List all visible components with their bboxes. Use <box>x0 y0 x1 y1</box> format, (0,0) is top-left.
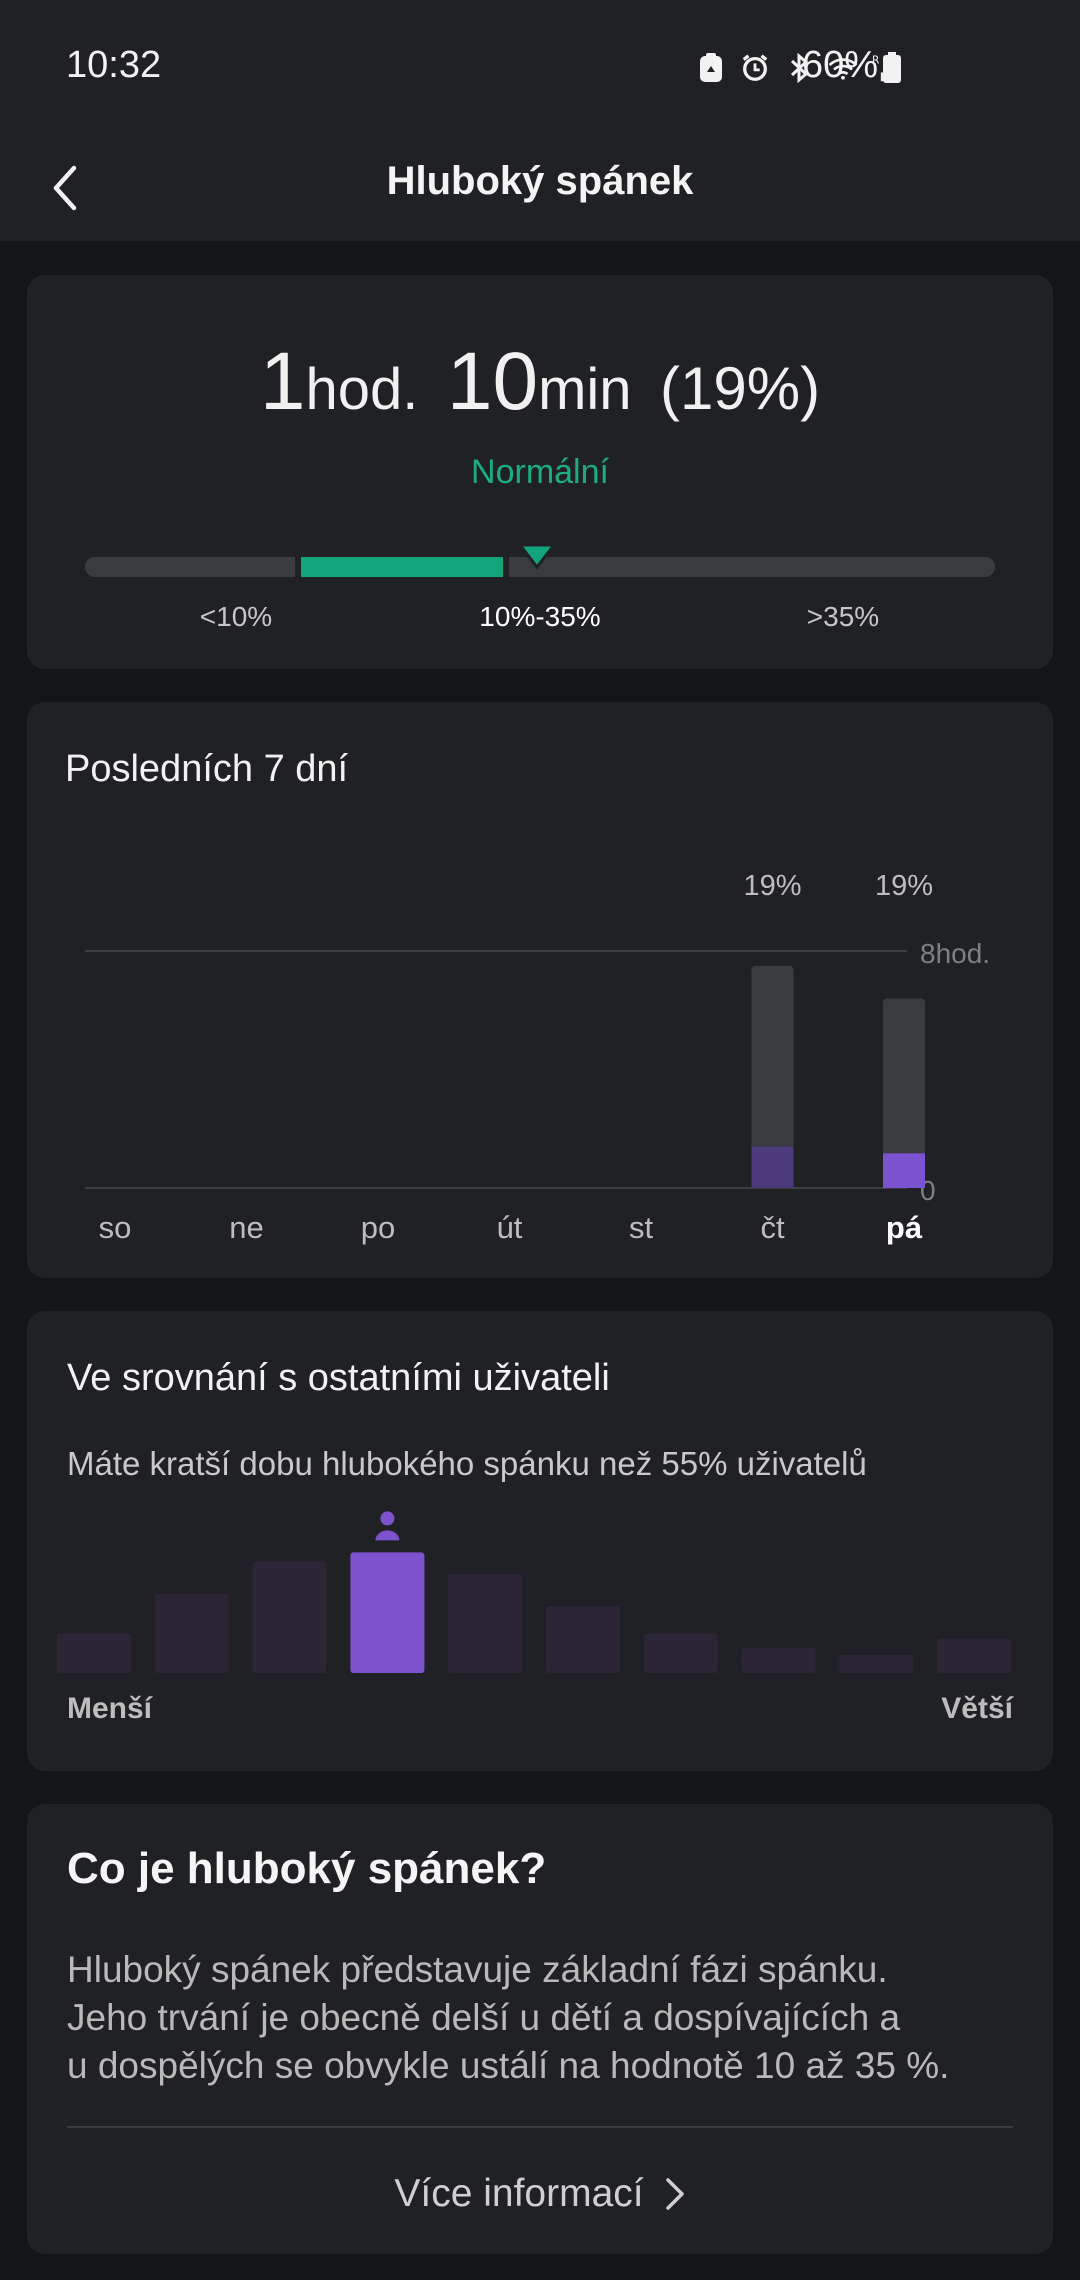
range-normal-bar <box>301 557 503 577</box>
week-title: Posledních 7 dní <box>65 748 349 790</box>
distribution-bar <box>741 1647 816 1673</box>
status-bar: 10:32 R 60% <box>0 0 1080 135</box>
status-time: 10:32 <box>66 44 162 86</box>
svg-text:R: R <box>872 55 880 67</box>
hours-value: 1 <box>259 336 306 427</box>
minutes-unit: min <box>538 357 632 422</box>
deep-sleep-duration: 1hod. 10min (19%) <box>27 335 1053 429</box>
info-body: Hluboký spánek představuje základní fázi… <box>67 1946 1017 2090</box>
range-label-high: >35% <box>806 601 880 632</box>
alarm-icon <box>740 51 770 85</box>
chevron-right-icon <box>665 2178 684 2210</box>
info-card: Co je hluboký spánek? Hluboký spánek pře… <box>27 1804 1053 2254</box>
compare-title: Ve srovnání s ostatními uživateli <box>67 1357 610 1399</box>
user-icon <box>375 1511 400 1541</box>
distribution-bar <box>643 1633 718 1673</box>
hours-unit: hod. <box>305 357 419 422</box>
bluetooth-icon <box>784 51 814 85</box>
x-tick-label: st <box>629 1210 654 1245</box>
x-tick-label: po <box>361 1210 395 1245</box>
app-bar: Hluboký spánek <box>0 135 1080 241</box>
less-label: Menší <box>67 1692 153 1725</box>
distribution-bar <box>252 1561 327 1673</box>
more-info-label: Více informací <box>394 2172 644 2215</box>
distribution-bar <box>154 1593 229 1673</box>
chevron-left-icon <box>53 165 77 211</box>
bar-deep-sleep[interactable] <box>883 1153 925 1188</box>
battery-icon <box>883 52 901 83</box>
distribution-bar <box>546 1606 620 1673</box>
triangle-marker-icon <box>518 543 556 569</box>
bar-deep-sleep[interactable] <box>751 1146 794 1188</box>
x-tick-label: ne <box>229 1210 263 1245</box>
recycle-icon <box>696 51 726 85</box>
minutes-value: 10 <box>446 336 539 427</box>
x-tick-label: so <box>99 1210 132 1245</box>
page-title: Hluboký spánek <box>386 159 694 203</box>
bar-data-label: 19% <box>743 870 801 902</box>
battery-percent: 60% <box>802 44 879 86</box>
range-label-normal: 10%-35% <box>479 601 601 632</box>
distribution-bar <box>937 1638 1012 1673</box>
comparison-card: Ve srovnání s ostatními uživateli Máte k… <box>27 1311 1053 1771</box>
x-tick-label: pá <box>886 1210 923 1245</box>
user-distribution-bar <box>350 1552 425 1673</box>
last-7-days-card: Posledních 7 dní 8hod. 0 so ne po út st 19% čt 19… <box>27 702 1053 1278</box>
status-label: Normální <box>471 453 609 491</box>
more-label: Větší <box>941 1692 1013 1725</box>
distribution-bar <box>448 1574 523 1673</box>
range-low-bar <box>85 557 295 577</box>
status-icons: R <box>696 48 902 88</box>
divider <box>67 2126 1013 2128</box>
info-line: Hluboký spánek představuje základní fázi… <box>67 1949 888 1990</box>
distribution-bar <box>57 1633 131 1673</box>
info-title: Co je hluboký spánek? <box>67 1844 547 1893</box>
info-line: Jeho trvání je obecně delší u dětí a dos… <box>67 1997 901 2038</box>
distribution-chart <box>57 1511 1012 1673</box>
bar-total[interactable] <box>883 998 925 1188</box>
range-high-bar <box>509 557 995 577</box>
x-tick-label: út <box>497 1210 523 1245</box>
compare-subtitle: Máte kratší dobu hlubokého spánku než 55… <box>67 1445 867 1482</box>
x-tick-label: čt <box>760 1210 785 1245</box>
summary-card: 1hod. 10min (19%) Normální <10% 10%-35% … <box>27 275 1053 669</box>
info-line: u dospělých se obvykle ustálí na hodnotě… <box>67 2045 950 2086</box>
percent-value: (19%) <box>660 355 821 422</box>
bar-data-label: 19% <box>875 870 933 902</box>
distribution-bar <box>839 1655 914 1673</box>
range-label-low: <10% <box>199 601 273 632</box>
back-button[interactable] <box>30 153 100 223</box>
wifi-icon <box>828 51 858 85</box>
bar-total[interactable] <box>751 965 794 1188</box>
more-info-button[interactable]: Více informací <box>27 2154 1053 2234</box>
y-tick-label: 8hod. <box>920 938 990 969</box>
